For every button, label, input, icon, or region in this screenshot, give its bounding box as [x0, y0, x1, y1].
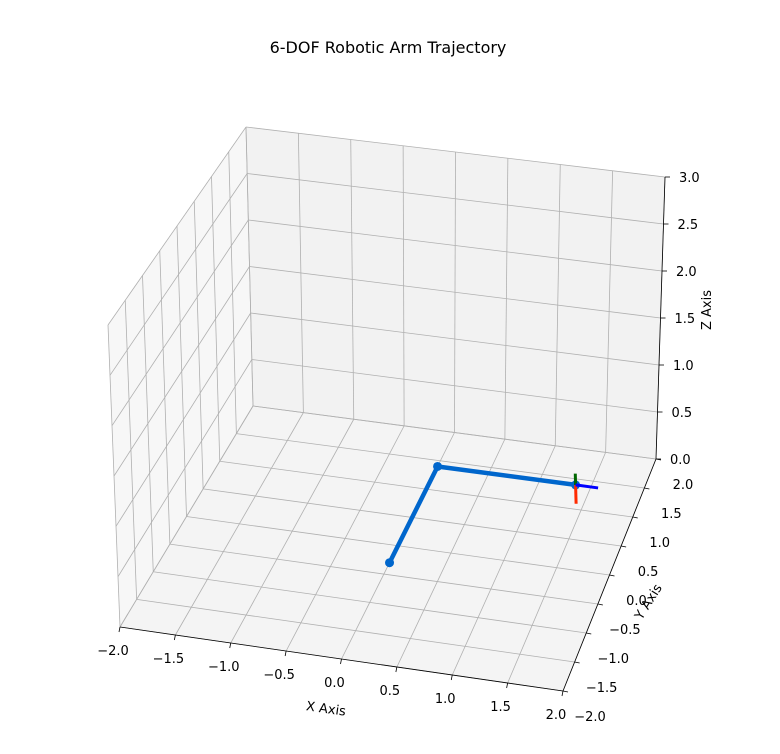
y-gridline-floor	[169, 543, 598, 605]
x-tick-mark	[506, 682, 509, 689]
tick-labels: −2.0 −1.5 −1.0 −0.5 0.0 0.5 1.0 1.5 2.0 −2.0 −1.5 −…	[97, 171, 699, 725]
end-effector-x-axis	[574, 484, 578, 504]
y-tick-mark	[621, 545, 627, 548]
x-tick-mark	[450, 674, 453, 681]
z-gridline-side	[115, 312, 252, 527]
y-tick-mark	[597, 603, 603, 606]
y-tick-mark	[574, 661, 580, 664]
x-tick-mark	[229, 642, 232, 649]
z-tick-label: 0.5	[672, 406, 693, 421]
z-gridline-back	[252, 405, 657, 460]
plot-area	[385, 461, 599, 568]
z-tick-label: 2.0	[676, 265, 697, 280]
y-tick-label: 0.5	[638, 565, 659, 580]
y-tick-label: −0.5	[609, 623, 641, 638]
y-gridline-floor	[136, 598, 575, 663]
arm-joint-marker	[433, 461, 443, 471]
x-tick-mark	[340, 658, 342, 665]
y-tick-mark	[609, 574, 615, 577]
z-gridline-back	[245, 126, 666, 178]
z-gridline-back	[247, 173, 664, 225]
z-gridline-back	[250, 312, 660, 366]
z-axis-label: Z Axis	[700, 290, 715, 330]
end-effector-z-axis	[575, 483, 599, 490]
x-tick-label: 1.0	[435, 692, 456, 707]
z-tick-label: 1.0	[673, 359, 694, 374]
z-tick-label: 3.0	[679, 171, 700, 186]
z-gridline-side	[113, 266, 250, 477]
y-tick-label: 1.0	[649, 536, 670, 551]
z-gridline-side	[111, 219, 249, 426]
x-tick-label: −1.0	[208, 660, 240, 675]
x-tick-mark	[173, 634, 176, 641]
x-tick-label: 0.5	[380, 684, 401, 699]
z-tick-label: 2.5	[678, 218, 699, 233]
z-tick-label: 1.5	[675, 312, 696, 327]
x-tick-mark	[118, 626, 121, 633]
x-tick-label: −1.5	[153, 652, 185, 667]
arm-joint-marker	[385, 558, 395, 568]
z-gridline-back	[248, 219, 663, 272]
z-tick-label: 0.0	[670, 453, 691, 468]
y-tick-label: −2.0	[574, 710, 606, 725]
z-gridline-side	[119, 405, 254, 628]
y-tick-mark	[562, 690, 569, 693]
y-tick-mark	[632, 516, 638, 519]
z-gridline-back	[251, 359, 658, 413]
x-tick-mark	[395, 666, 398, 673]
x-tick-mark	[561, 690, 564, 697]
x-tick-label: 0.0	[324, 676, 345, 691]
y-tick-mark	[644, 487, 650, 490]
chart-title: 6-DOF Robotic Arm Trajectory	[270, 38, 507, 57]
y-gridline-floor	[153, 571, 587, 634]
z-gridline-side	[109, 173, 248, 376]
y-tick-label: 2.0	[673, 478, 694, 493]
x-tick-label: −0.5	[263, 668, 295, 683]
z-gridline-side	[107, 126, 247, 326]
z-gridline-side	[117, 359, 253, 577]
x-tick-mark	[284, 650, 287, 657]
y-tick-label: 1.5	[661, 507, 682, 522]
x-axis-label: X Axis	[305, 699, 347, 719]
y-tick-mark	[586, 632, 592, 635]
y-tick-label: −1.0	[597, 652, 629, 667]
x-tick-label: 1.5	[490, 700, 511, 715]
x-tick-label: −2.0	[97, 644, 129, 659]
axis-lines	[118, 176, 670, 697]
x-tick-label: 2.0	[546, 708, 567, 723]
y-tick-label: −1.5	[586, 681, 618, 696]
y-tick-label: 0.0	[626, 594, 647, 609]
z-gridline-back	[249, 266, 661, 319]
